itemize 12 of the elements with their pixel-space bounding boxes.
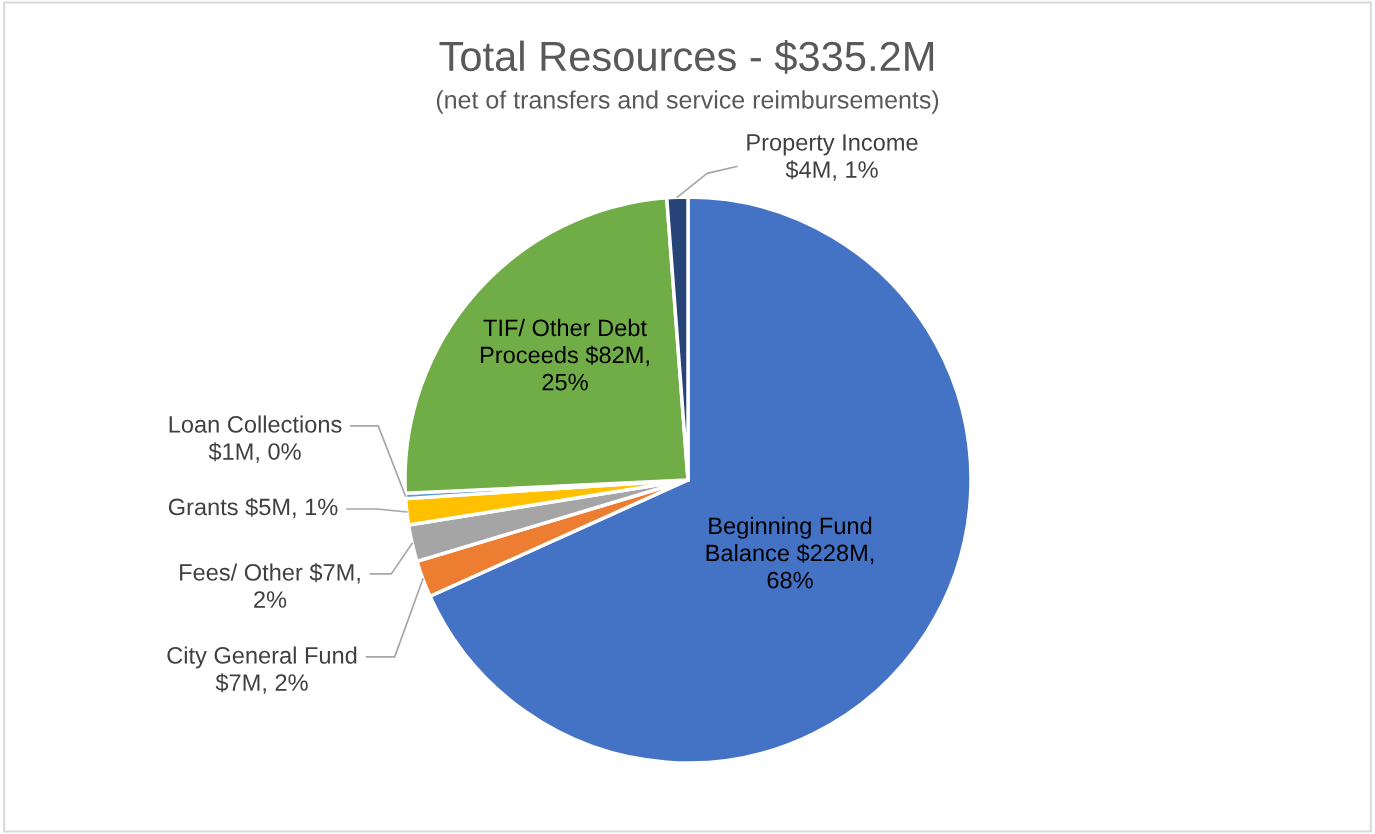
chart-title: Total Resources - $335.2M — [439, 39, 934, 74]
slice-label: TIF/ Other Debt Proceeds $82M, 25% — [480, 318, 649, 391]
data-label: $4M, 1% — [785, 160, 878, 181]
slice-label: Grants $5M, 1% — [168, 497, 338, 519]
data-label: $1M, 0% — [208, 442, 301, 463]
slice-label: Beginning Fund Balance $228M, 68% — [706, 516, 874, 589]
slice-label: City General Fund — [167, 646, 357, 669]
chart-subtitle: (net of transfers and service reimbursements) — [436, 90, 939, 114]
slice-label: Property Income — [747, 134, 918, 156]
data-label: $7M, 2% — [215, 673, 308, 694]
slice-label: Fees/ Other $7M, 2% — [180, 563, 360, 608]
slice-label: Loan Collections — [169, 415, 342, 433]
